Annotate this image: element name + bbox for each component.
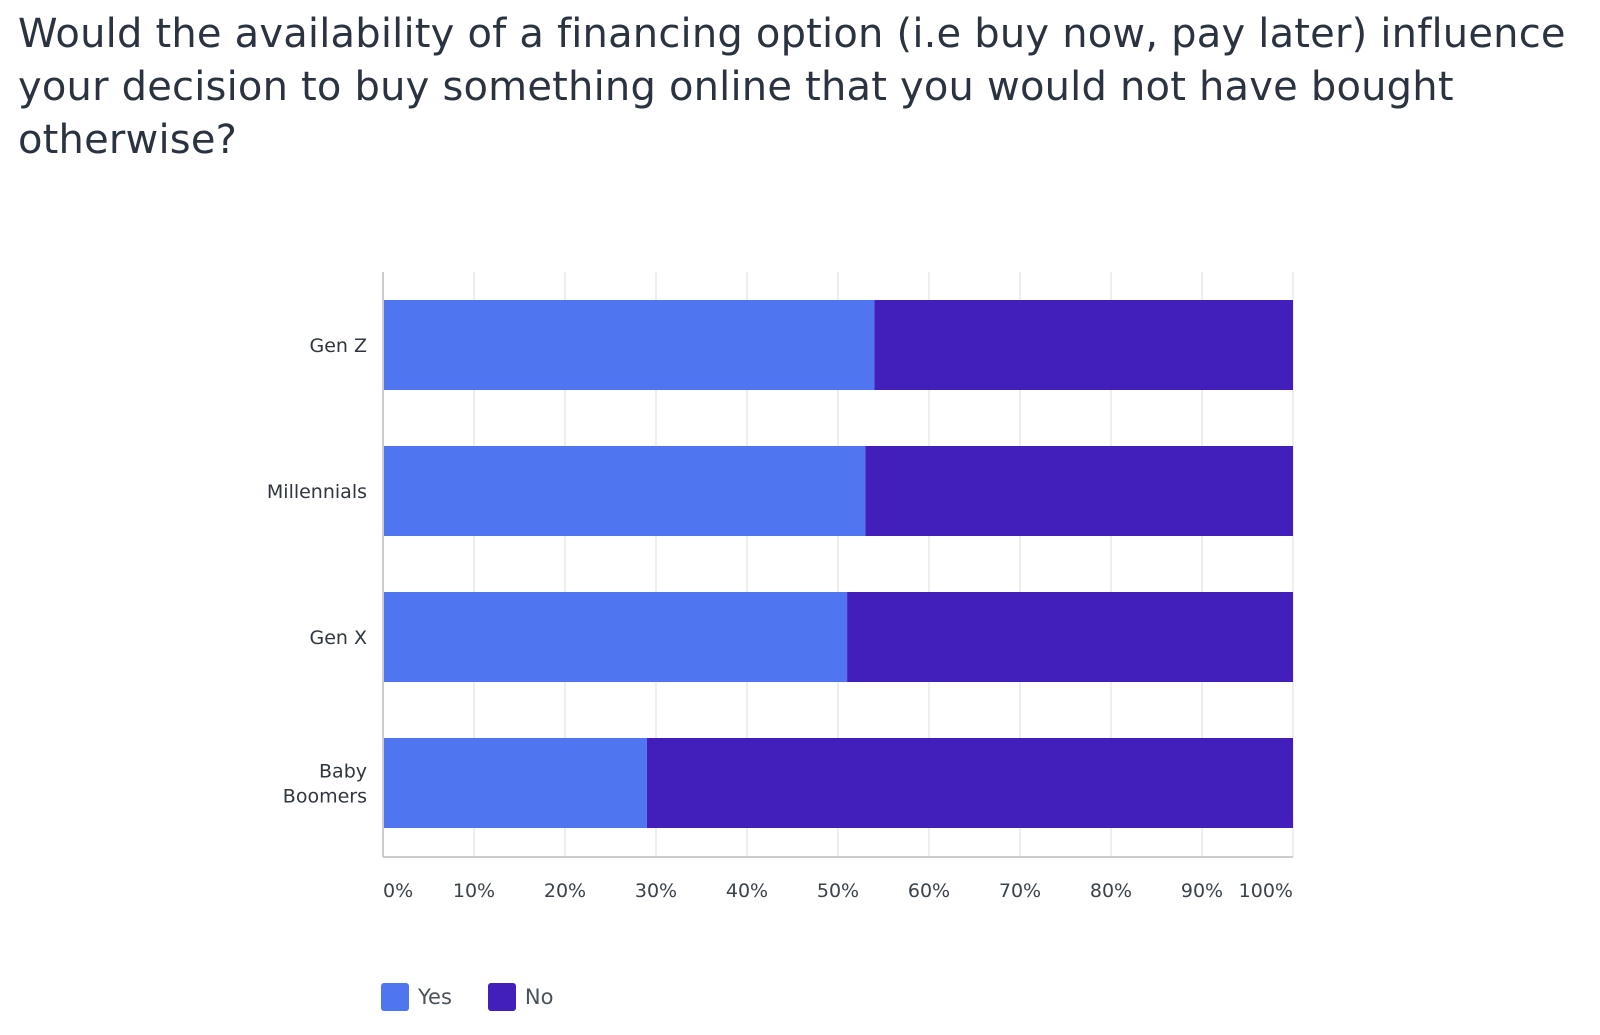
- bar-no-gen-x[interactable]: [847, 592, 1293, 682]
- x-tick-label: 60%: [908, 880, 950, 902]
- legend-item-yes[interactable]: Yes: [381, 983, 452, 1011]
- bar-no-millennials[interactable]: [865, 446, 1293, 536]
- x-tick-label: 70%: [999, 880, 1041, 902]
- bar-yes-gen-z[interactable]: [383, 300, 875, 390]
- bar-yes-millennials[interactable]: [383, 446, 866, 536]
- bars: [383, 300, 1293, 828]
- legend-label-no: No: [524, 985, 554, 1009]
- x-tick-label: 100%: [1239, 880, 1293, 902]
- x-tick-label: 40%: [726, 880, 768, 902]
- legend-item-no[interactable]: No: [487, 983, 554, 1011]
- chart-title: Would the availability of a financing op…: [18, 11, 1566, 163]
- category-labels: Gen Z Millennials Gen X Baby Boomers: [267, 335, 367, 808]
- legend-swatch-yes: [381, 983, 409, 1011]
- category-label: Millennials: [267, 481, 367, 503]
- category-label: Gen X: [309, 627, 367, 649]
- bar-yes-gen-x[interactable]: [383, 592, 848, 682]
- category-label: Gen Z: [309, 335, 367, 357]
- bar-yes-baby-boomers[interactable]: [383, 738, 647, 828]
- x-tick-label: 80%: [1090, 880, 1132, 902]
- x-tick-labels: 0% 10% 20% 30% 40% 50% 60% 70% 80% 90% 100%: [383, 880, 1293, 902]
- category-label: Baby Boomers: [283, 761, 367, 808]
- x-tick-label: 30%: [635, 880, 677, 902]
- legend-label-yes: Yes: [418, 985, 452, 1009]
- x-tick-label: 50%: [817, 880, 859, 902]
- x-tick-label: 20%: [544, 880, 586, 902]
- legend-swatch-no: [487, 983, 516, 1011]
- x-tick-label: 10%: [453, 880, 495, 902]
- legend: Yes No: [381, 983, 589, 1011]
- bar-no-baby-boomers[interactable]: [646, 738, 1293, 828]
- bar-no-gen-z[interactable]: [874, 300, 1293, 390]
- x-tick-label: 90%: [1181, 880, 1223, 902]
- x-tick-label: 0%: [383, 880, 413, 902]
- axes: [382, 272, 1293, 858]
